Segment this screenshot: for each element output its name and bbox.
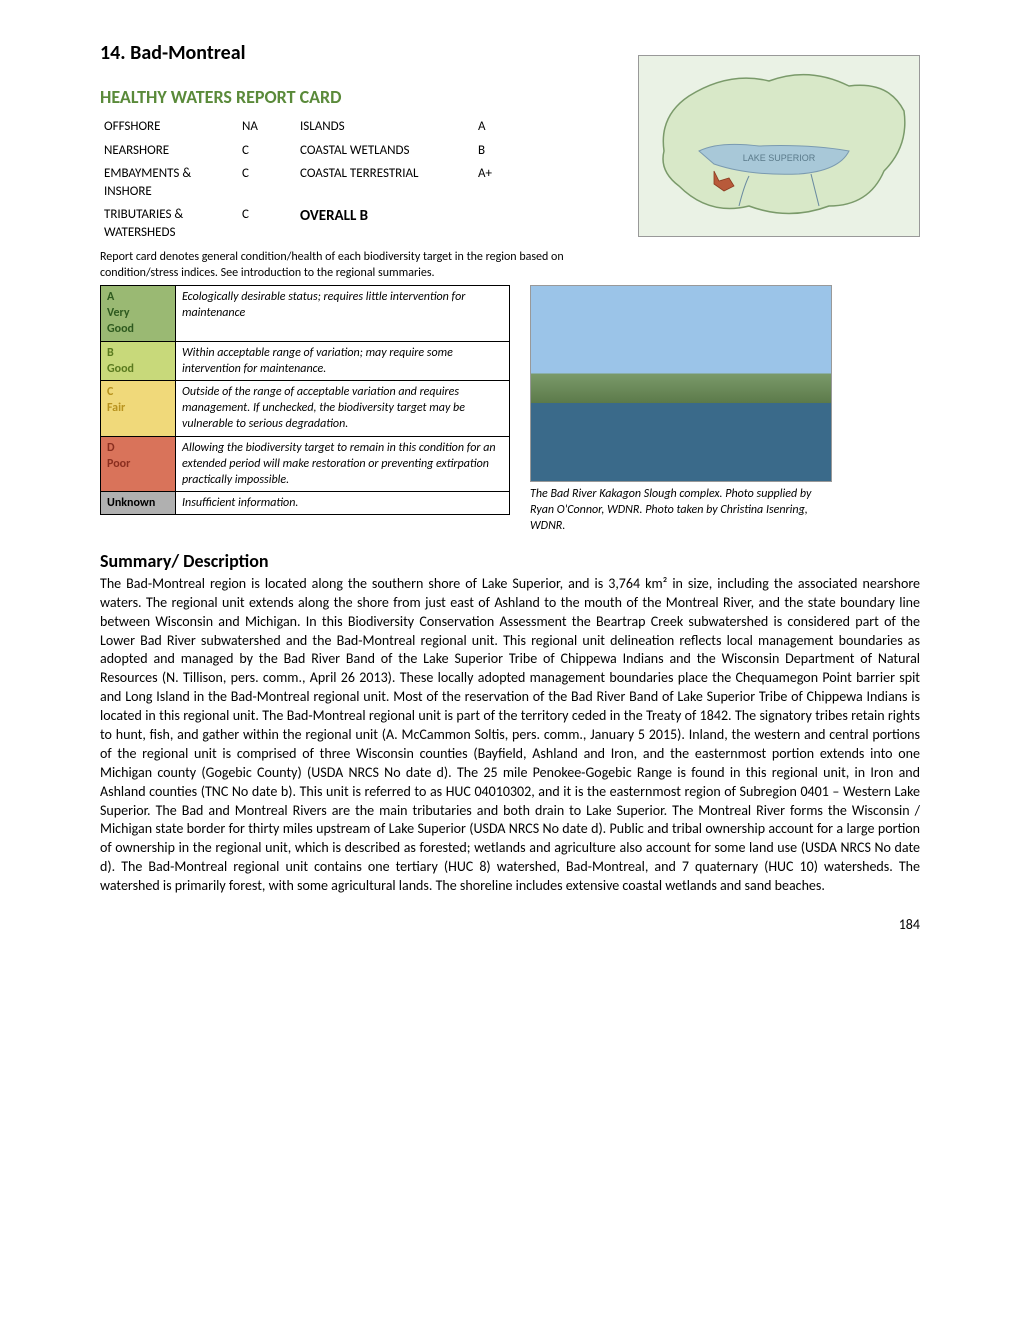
grade-row: EMBAYMENTS & INSHORE C COASTAL TERRESTRI… <box>100 162 540 203</box>
map-label: LAKE SUPERIOR <box>743 153 816 163</box>
grade-row: OFFSHORE NA ISLANDS A <box>100 115 540 139</box>
photo-placeholder <box>530 285 832 482</box>
map-placeholder: LAKE SUPERIOR <box>638 55 920 237</box>
legend-label: CFair <box>101 380 176 436</box>
report-card-heading: HEALTHY WATERS REPORT CARD <box>100 85 540 109</box>
summary-body: the associated nearshore waters. The reg… <box>100 575 920 894</box>
legend-row: DPoorAllowing the biodiversity target to… <box>101 436 510 492</box>
summary-intro: The Bad-Montreal region is located along… <box>100 575 774 592</box>
report-card: HEALTHY WATERS REPORT CARD OFFSHORE NA I… <box>100 85 540 245</box>
legend-row: UnknownInsufficient information. <box>101 492 510 515</box>
photo-caption: The Bad River Kakagon Slough complex. Ph… <box>530 486 830 535</box>
legend-desc: Ecologically desirable status; requires … <box>176 286 510 342</box>
legend-row: AVeryGoodEcologically desirable status; … <box>101 286 510 342</box>
legend-label: Unknown <box>101 492 176 515</box>
report-card-caption: Report card denotes general condition/he… <box>100 249 580 281</box>
legend-row: BGoodWithin acceptable range of variatio… <box>101 341 510 380</box>
legend-label: BGood <box>101 341 176 380</box>
legend-desc: Allowing the biodiversity target to rema… <box>176 436 510 492</box>
top-section: LAKE SUPERIOR HEALTHY WATERS REPORT CARD… <box>100 85 920 285</box>
legend-table: AVeryGoodEcologically desirable status; … <box>100 285 510 515</box>
grade-row: TRIBUTARIES & WATERSHEDS C OVERALL B <box>100 203 540 244</box>
mid-row: AVeryGoodEcologically desirable status; … <box>100 285 920 535</box>
summary-text: The Bad-Montreal region is located along… <box>100 575 920 896</box>
legend-label: AVeryGood <box>101 286 176 342</box>
summary-heading: Summary/ Description <box>100 549 920 573</box>
legend-desc: Insufficient information. <box>176 492 510 515</box>
legend-desc: Within acceptable range of variation; ma… <box>176 341 510 380</box>
legend-desc: Outside of the range of acceptable varia… <box>176 380 510 436</box>
legend-label: DPoor <box>101 436 176 492</box>
grade-row: NEARSHORE C COASTAL WETLANDS B <box>100 139 540 163</box>
legend-row: CFairOutside of the range of acceptable … <box>101 380 510 436</box>
page-number: 184 <box>100 916 920 935</box>
photo-box: The Bad River Kakagon Slough complex. Ph… <box>530 285 830 535</box>
